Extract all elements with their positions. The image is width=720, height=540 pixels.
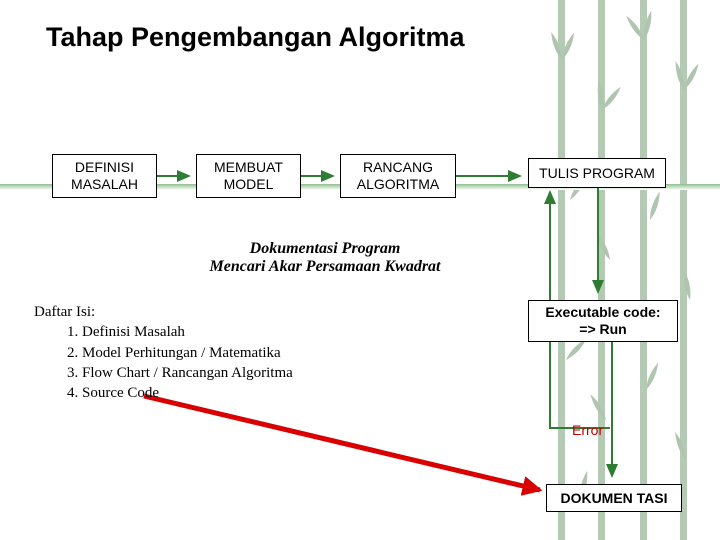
error-label: Error	[572, 422, 603, 438]
node-label: TULIS PROGRAM	[539, 165, 655, 182]
page-title: Tahap Pengembangan Algoritma	[46, 22, 465, 53]
list-item: Flow Chart / Rancangan Algoritma	[82, 363, 293, 383]
node-label: Executable code:=> Run	[545, 304, 660, 338]
node-label: DOKUMEN TASI	[560, 490, 667, 507]
doc-title: Dokumentasi Program Mencari Akar Persama…	[190, 240, 460, 276]
doc-title-line1: Dokumentasi Program	[190, 240, 460, 258]
daftar-header: Daftar Isi:	[34, 302, 293, 322]
node-definisi-masalah: DEFINISIMASALAH	[52, 154, 157, 198]
arrow-n1-n2	[157, 168, 196, 188]
daftar-isi: Daftar Isi: Definisi Masalah Model Perhi…	[34, 302, 293, 403]
arrow-n2-n3	[301, 168, 340, 188]
node-executable-code: Executable code:=> Run	[528, 300, 678, 342]
doc-title-line2: Mencari Akar Persamaan Kwadrat	[190, 258, 460, 276]
list-item: Source Code	[82, 383, 293, 403]
node-label: DEFINISIMASALAH	[71, 159, 138, 193]
arrow-red-to-dokumentasi	[140, 390, 560, 510]
node-dokumentasi: DOKUMEN TASI	[546, 484, 682, 512]
arrow-n3-n4	[456, 168, 528, 188]
node-tulis-program: TULIS PROGRAM	[528, 158, 666, 188]
node-rancang-algoritma: RANCANGALGORITMA	[340, 154, 456, 198]
node-label: MEMBUATMODEL	[214, 159, 283, 193]
list-item: Definisi Masalah	[82, 322, 293, 342]
node-membuat-model: MEMBUATMODEL	[196, 154, 301, 198]
daftar-list: Definisi Masalah Model Perhitungan / Mat…	[82, 322, 293, 403]
node-label: RANCANGALGORITMA	[357, 159, 439, 193]
list-item: Model Perhitungan / Matematika	[82, 343, 293, 363]
